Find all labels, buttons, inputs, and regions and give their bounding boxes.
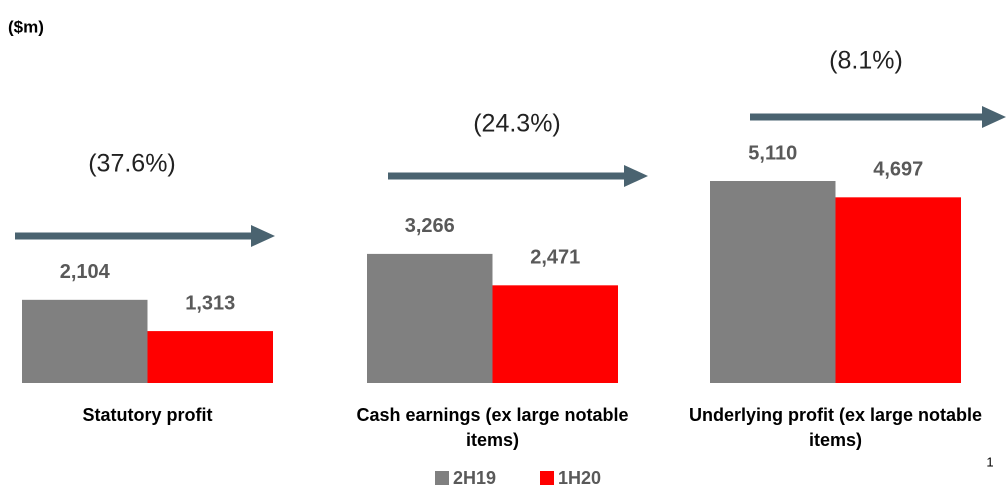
category-label: Cash earnings (ex large notable items) xyxy=(356,405,629,450)
legend-swatch xyxy=(540,471,554,485)
arrow-head xyxy=(982,106,1006,128)
change-annotation: (8.1%) xyxy=(829,47,903,75)
legend-label: 1H20 xyxy=(558,468,601,488)
data-label: 1,313 xyxy=(185,292,235,314)
data-label: 4,697 xyxy=(873,159,923,181)
bar xyxy=(835,197,961,383)
legend-label: 2H19 xyxy=(453,468,496,488)
page-number: 1 xyxy=(986,454,993,469)
arrow-head xyxy=(624,165,648,187)
legend-swatch xyxy=(435,471,449,485)
arrow-head xyxy=(251,225,275,247)
bar xyxy=(147,331,273,383)
change-annotation: (24.3%) xyxy=(473,110,561,138)
change-annotation: (37.6%) xyxy=(88,150,176,178)
data-label: 2,104 xyxy=(60,261,111,283)
bar xyxy=(710,181,836,383)
category-label: Underlying profit (ex large notable item… xyxy=(688,405,983,450)
unit-label: ($m) xyxy=(8,17,44,36)
bar xyxy=(367,253,493,383)
bar xyxy=(492,285,618,383)
data-label: 5,110 xyxy=(748,142,797,164)
category-label: Statutory profit xyxy=(82,405,213,425)
data-label: 2,471 xyxy=(530,247,580,269)
bar xyxy=(22,299,148,383)
data-label: 3,266 xyxy=(405,215,455,237)
